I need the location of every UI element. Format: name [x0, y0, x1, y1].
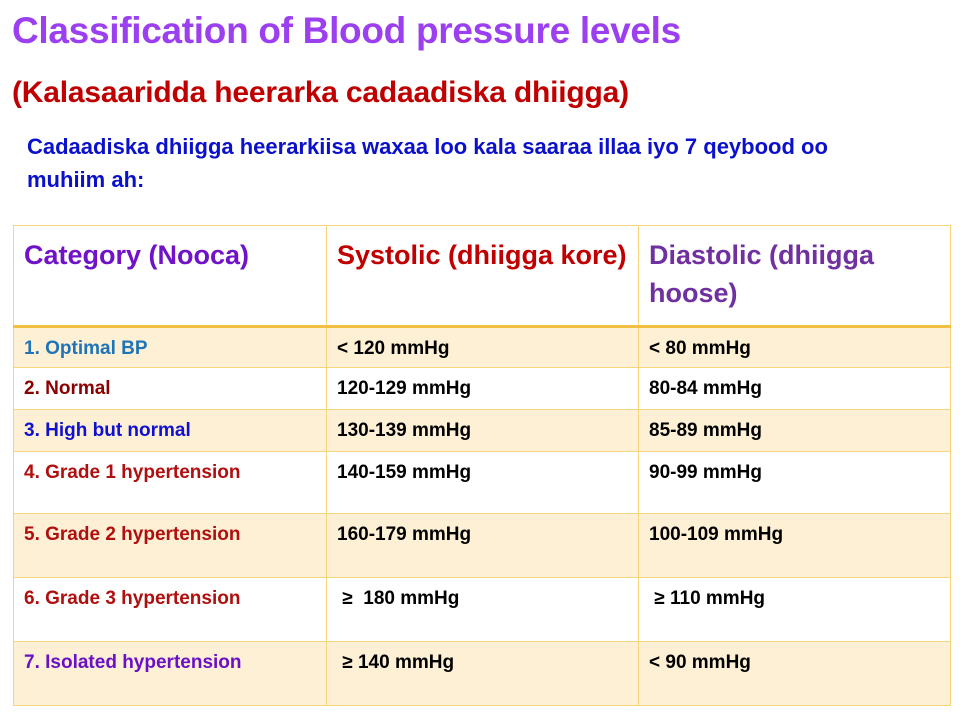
systolic-cell: ≥ 140 mmHg — [326, 641, 639, 706]
category-cell: 4. Grade 1 hypertension — [13, 451, 327, 514]
diastolic-cell: 100-109 mmHg — [638, 513, 951, 578]
systolic-cell: 140-159 mmHg — [326, 451, 639, 514]
table-row: 4. Grade 1 hypertension 140-159 mmHg 90-… — [13, 451, 951, 514]
systolic-cell: 120-129 mmHg — [326, 367, 639, 410]
bp-classification-table: Category (Nooca) Systolic (dhiigga kore)… — [13, 225, 951, 706]
diastolic-cell: 85-89 mmHg — [638, 409, 951, 452]
table-row: 1. Optimal BP < 120 mmHg < 80 mmHg — [13, 326, 951, 368]
diastolic-cell: 80-84 mmHg — [638, 367, 951, 410]
category-cell: 5. Grade 2 hypertension — [13, 513, 327, 578]
slide-subtitle: (Kalasaaridda heerarka cadaadiska dhiigg… — [12, 76, 629, 109]
table-row: 7. Isolated hypertension ≥ 140 mmHg < 90… — [13, 641, 951, 706]
header-category: Category (Nooca) — [13, 225, 327, 327]
table-row: 5. Grade 2 hypertension 160-179 mmHg 100… — [13, 513, 951, 578]
table-row: 6. Grade 3 hypertension ≥ 180 mmHg ≥ 110… — [13, 577, 951, 642]
diastolic-cell: ≥ 110 mmHg — [638, 577, 951, 642]
header-systolic: Systolic (dhiigga kore) — [326, 225, 639, 327]
systolic-cell: ≥ 180 mmHg — [326, 577, 639, 642]
category-cell: 7. Isolated hypertension — [13, 641, 327, 706]
table-row: 3. High but normal 130-139 mmHg 85-89 mm… — [13, 409, 951, 452]
table-row: 2. Normal 120-129 mmHg 80-84 mmHg — [13, 367, 951, 410]
diastolic-cell: < 90 mmHg — [638, 641, 951, 706]
intro-text: Cadaadiska dhiigga heerarkiisa waxaa loo… — [27, 134, 828, 192]
category-cell: 6. Grade 3 hypertension — [13, 577, 327, 642]
header-diastolic: Diastolic (dhiigga hoose) — [638, 225, 951, 327]
systolic-cell: 160-179 mmHg — [326, 513, 639, 578]
diastolic-cell: < 80 mmHg — [638, 326, 951, 368]
systolic-cell: 130-139 mmHg — [326, 409, 639, 452]
table-header-row: Category (Nooca) Systolic (dhiigga kore)… — [13, 225, 951, 327]
category-cell: 2. Normal — [13, 367, 327, 410]
diastolic-cell: 90-99 mmHg — [638, 451, 951, 514]
slide-title: Classification of Blood pressure levels — [12, 10, 681, 51]
category-cell: 3. High but normal — [13, 409, 327, 452]
systolic-cell: < 120 mmHg — [326, 326, 639, 368]
category-cell: 1. Optimal BP — [13, 326, 327, 368]
